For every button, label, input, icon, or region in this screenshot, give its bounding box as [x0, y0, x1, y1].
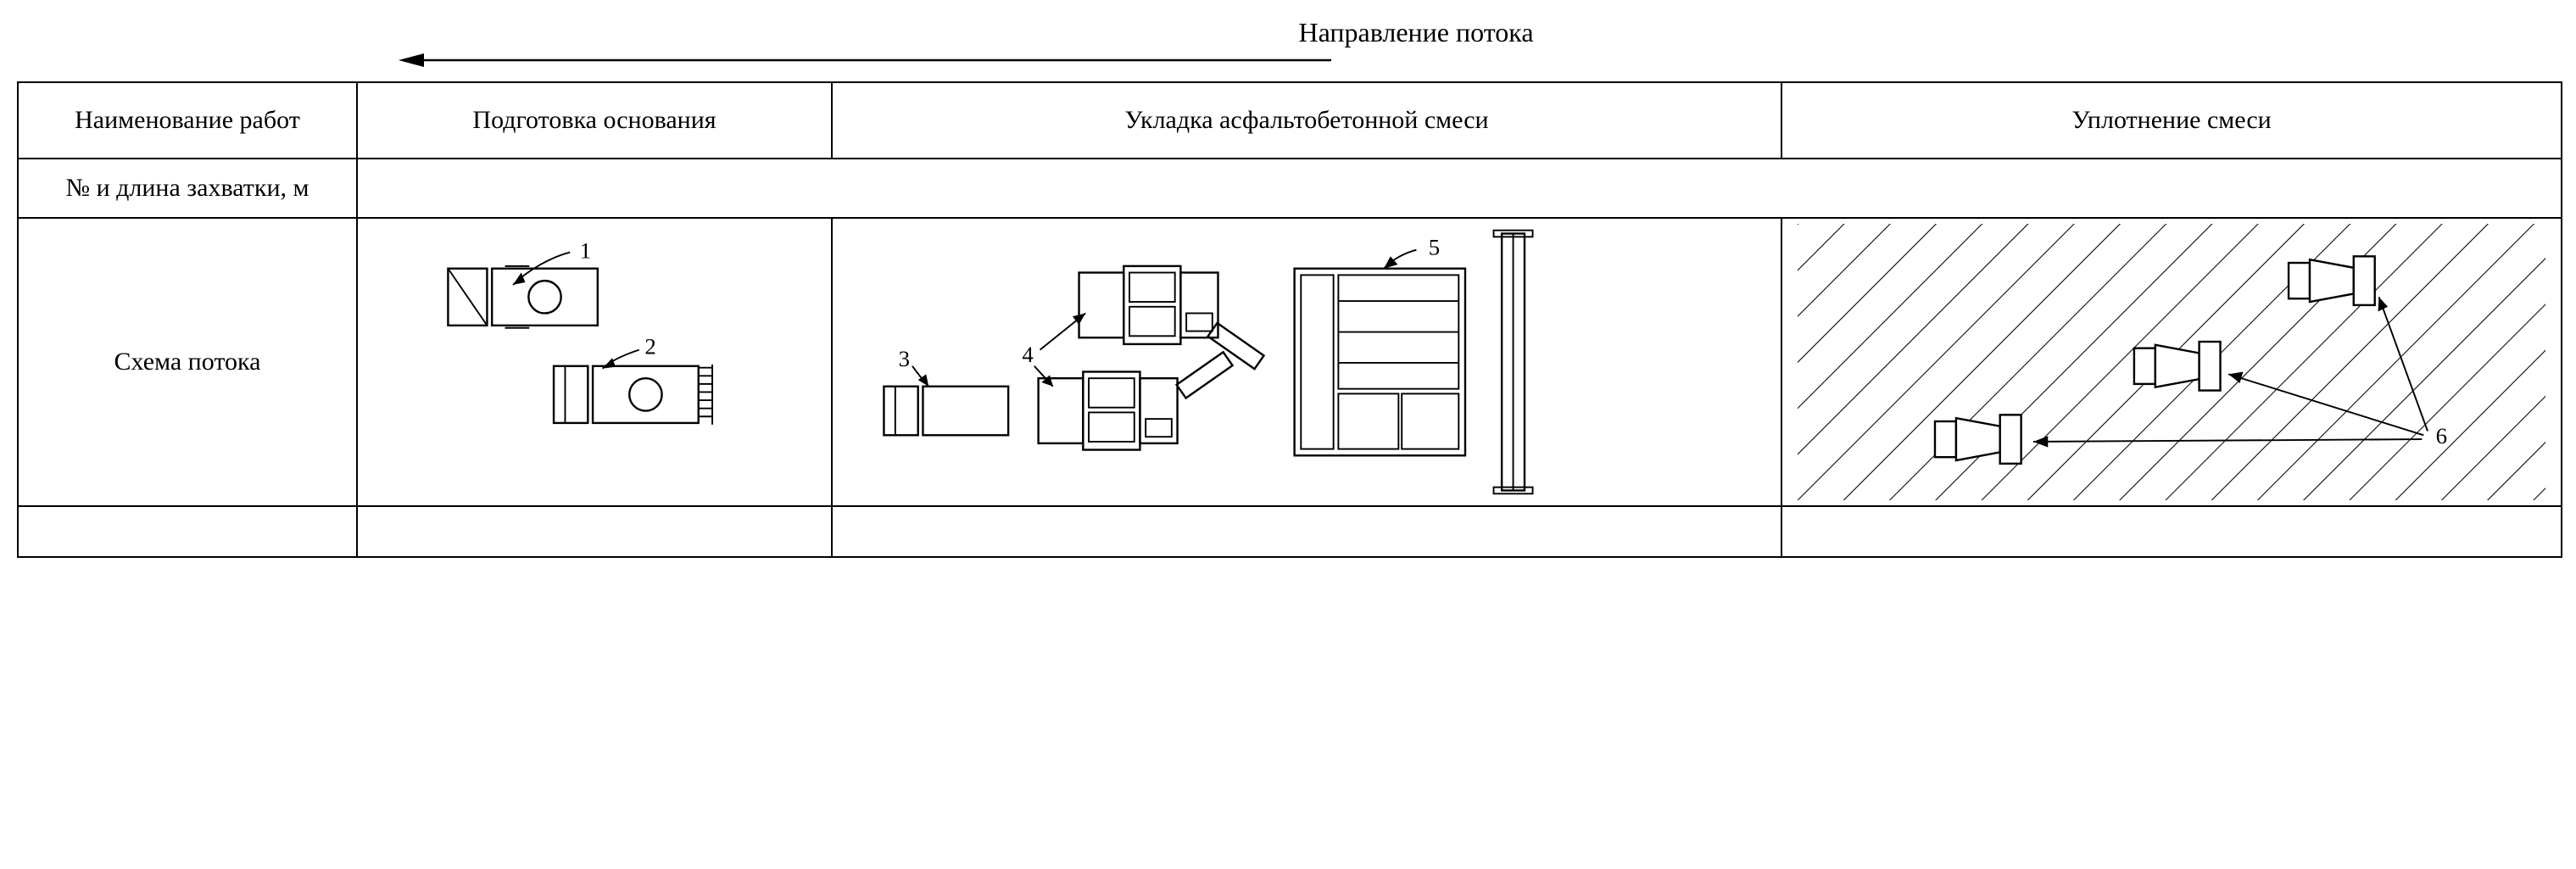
row4-c3 — [832, 506, 1781, 557]
header-col3: Укладка асфальтобетонной смеси — [832, 82, 1781, 159]
flow-direction-arrow — [399, 52, 1331, 69]
header-col2: Подготовка основания — [357, 82, 832, 159]
label-1: 1 — [580, 237, 591, 263]
header-col1: Наименование работ — [18, 82, 357, 159]
header-col4: Уплотнение смеси — [1781, 82, 2562, 159]
flow-direction-label: Направление потока — [271, 17, 2561, 48]
row4-c2 — [357, 506, 832, 557]
label-2: 2 — [644, 333, 655, 359]
label-3: 3 — [899, 346, 910, 371]
diagram-compaction: 6 — [1781, 218, 2562, 506]
diagram-prep: 1 — [357, 218, 832, 506]
diagram-laying: 3 — [832, 218, 1781, 506]
row4-c1 — [18, 506, 357, 557]
row2-span — [357, 159, 2562, 218]
row4-c4 — [1781, 506, 2562, 557]
label-5: 5 — [1429, 234, 1440, 259]
label-4: 4 — [1022, 342, 1033, 367]
row3-label: Схема потока — [18, 218, 357, 506]
label-6: 6 — [2436, 423, 2447, 448]
row2-label: № и длина захватки, м — [18, 159, 357, 218]
process-table: Наименование работ Подготовка основания … — [17, 81, 2562, 558]
